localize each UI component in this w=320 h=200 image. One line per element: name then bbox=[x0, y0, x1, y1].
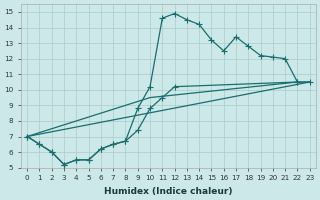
X-axis label: Humidex (Indice chaleur): Humidex (Indice chaleur) bbox=[104, 187, 233, 196]
